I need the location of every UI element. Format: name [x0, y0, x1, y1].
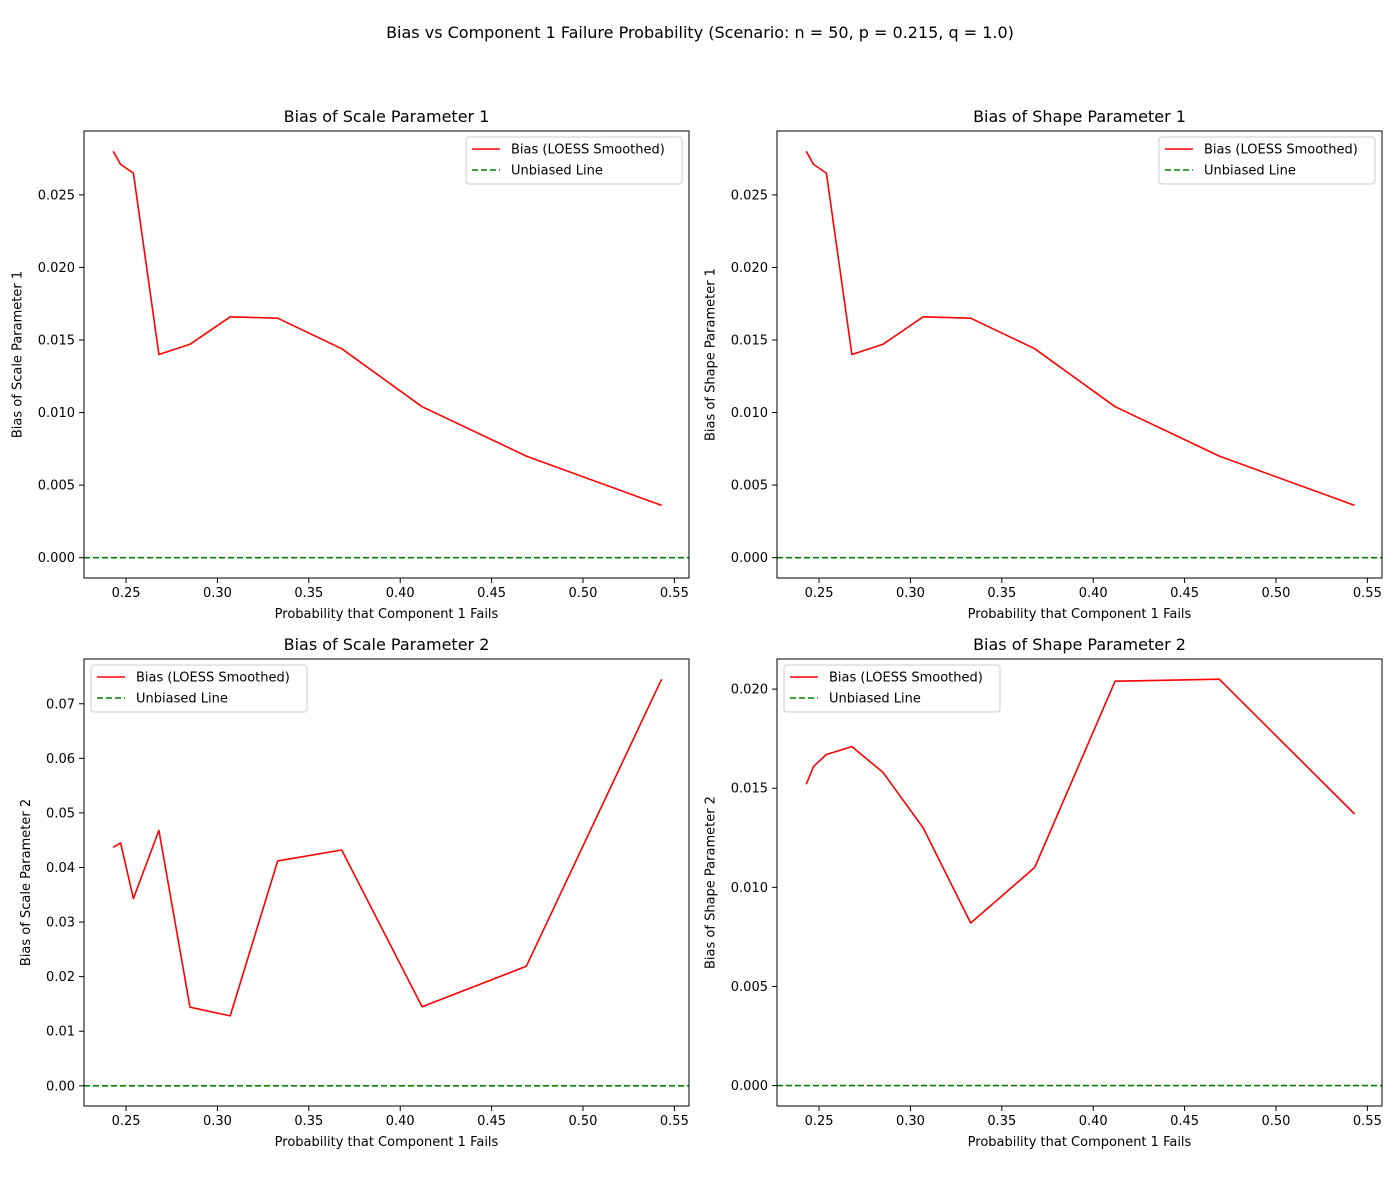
legend-entry: Unbiased Line: [511, 164, 603, 179]
legend-box: [90, 664, 308, 713]
y-tick-label: 0.010: [38, 406, 75, 421]
bias-loess-line: [805, 150, 1355, 507]
subplot-title: Bias of Shape Parameter 2: [973, 635, 1186, 654]
x-axis-label: Probability that Component 1 Fails: [968, 607, 1192, 622]
legend-entry: Unbiased Line: [829, 692, 921, 707]
x-tick-label: 0.30: [896, 586, 925, 601]
y-tick-label: 0.020: [731, 683, 768, 698]
x-tick-label: 0.50: [1262, 1114, 1291, 1129]
y-tick-label: 0.015: [38, 333, 75, 348]
legend-entry: Unbiased Line: [136, 692, 228, 707]
bias-loess-line: [112, 678, 663, 1017]
x-tick-label: 0.35: [987, 1114, 1016, 1129]
y-tick-label: 0.00: [46, 1079, 75, 1094]
x-tick-label: 0.55: [1353, 586, 1382, 601]
legend-box: [1158, 136, 1376, 185]
x-tick-label: 0.40: [386, 586, 415, 601]
x-tick-label: 0.30: [203, 1114, 232, 1129]
subplot-4: Bias of Shape Parameter 2 0.25 0.30 0.35 0.4…: [704, 635, 1383, 1150]
x-tick-label: 0.45: [477, 586, 506, 601]
legend: Bias (LOESS Smoothed) Unbiased Line: [465, 136, 683, 185]
axes-frame: [83, 130, 690, 579]
y-tick-label: 0.07: [46, 697, 75, 712]
x-tick-label: 0.25: [112, 586, 141, 601]
axes-frame: [83, 658, 690, 1107]
subplot-title: Bias of Shape Parameter 1: [973, 107, 1186, 126]
x-tick-label: 0.50: [569, 586, 598, 601]
subplot-title: Bias of Scale Parameter 2: [284, 635, 490, 654]
x-tick-label: 0.55: [660, 586, 689, 601]
y-tick-label: 0.020: [731, 261, 768, 276]
y-tick-label: 0.025: [38, 188, 75, 203]
x-tick-label: 0.45: [477, 1114, 506, 1129]
x-axis-label: Probability that Component 1 Fails: [275, 1135, 499, 1150]
legend-entry: Bias (LOESS Smoothed): [511, 143, 665, 158]
x-tick-label: 0.35: [294, 1114, 323, 1129]
legend-entry: Bias (LOESS Smoothed): [136, 671, 290, 686]
x-tick-label: 0.25: [805, 586, 834, 601]
y-tick-label: 0.015: [731, 782, 768, 797]
bias-loess-line: [112, 150, 662, 507]
x-axis-label: Probability that Component 1 Fails: [968, 1135, 1192, 1150]
y-tick-label: 0.000: [731, 1079, 768, 1094]
legend: Bias (LOESS Smoothed) Unbiased Line: [783, 664, 1001, 713]
y-tick-label: 0.000: [38, 551, 75, 566]
legend-box: [465, 136, 683, 185]
legend-box: [783, 664, 1001, 713]
x-tick-label: 0.25: [805, 1114, 834, 1129]
y-tick-label: 0.005: [731, 980, 768, 995]
legend: Bias (LOESS Smoothed) Unbiased Line: [1158, 136, 1376, 185]
x-tick-label: 0.50: [569, 1114, 598, 1129]
y-tick-label: 0.020: [38, 261, 75, 276]
subplot-3: Bias of Scale Parameter 2 0.25 0.30 0.35 0.4…: [19, 635, 690, 1150]
axes-frame: [776, 658, 1383, 1107]
y-axis-label: Bias of Shape Parameter 2: [704, 796, 719, 969]
x-tick-label: 0.40: [1079, 1114, 1108, 1129]
y-tick-label: 0.02: [46, 970, 75, 985]
subplot-1: Bias of Scale Parameter 1 0.25 0.30 0.35 0.4…: [11, 107, 690, 622]
y-tick-label: 0.04: [46, 861, 75, 876]
y-tick-label: 0.025: [731, 188, 768, 203]
axes-frame: [776, 130, 1383, 579]
x-tick-label: 0.35: [987, 586, 1016, 601]
y-tick-label: 0.01: [46, 1025, 75, 1040]
y-axis-label: Bias of Shape Parameter 1: [704, 268, 719, 441]
y-axis-label: Bias of Scale Parameter 1: [11, 271, 26, 438]
y-tick-label: 0.005: [38, 479, 75, 494]
x-tick-label: 0.30: [203, 586, 232, 601]
legend-entry: Unbiased Line: [1204, 164, 1296, 179]
x-tick-label: 0.55: [660, 1114, 689, 1129]
x-tick-label: 0.35: [294, 586, 323, 601]
y-tick-label: 0.010: [731, 881, 768, 896]
legend-entry: Bias (LOESS Smoothed): [829, 671, 983, 686]
x-tick-label: 0.25: [112, 1114, 141, 1129]
x-tick-label: 0.40: [386, 1114, 415, 1129]
y-axis-label: Bias of Scale Parameter 2: [19, 799, 34, 966]
y-tick-label: 0.06: [46, 752, 75, 767]
y-tick-label: 0.010: [731, 406, 768, 421]
x-tick-label: 0.50: [1262, 586, 1291, 601]
x-tick-label: 0.30: [896, 1114, 925, 1129]
figure-title: Bias vs Component 1 Failure Probability …: [386, 23, 1014, 42]
y-tick-label: 0.05: [46, 806, 75, 821]
y-tick-label: 0.03: [46, 916, 75, 931]
y-tick-label: 0.000: [731, 551, 768, 566]
x-axis-label: Probability that Component 1 Fails: [275, 607, 499, 622]
y-tick-label: 0.015: [731, 333, 768, 348]
legend-entry: Bias (LOESS Smoothed): [1204, 143, 1358, 158]
subplot-title: Bias of Scale Parameter 1: [284, 107, 490, 126]
subplot-2: Bias of Shape Parameter 1 0.25 0.30 0.35 0.4…: [704, 107, 1383, 622]
x-tick-label: 0.55: [1353, 1114, 1382, 1129]
x-tick-label: 0.45: [1170, 586, 1199, 601]
x-tick-label: 0.40: [1079, 586, 1108, 601]
y-tick-label: 0.005: [731, 479, 768, 494]
x-tick-label: 0.45: [1170, 1114, 1199, 1129]
legend: Bias (LOESS Smoothed) Unbiased Line: [90, 664, 308, 713]
bias-loess-line: [805, 678, 1356, 924]
